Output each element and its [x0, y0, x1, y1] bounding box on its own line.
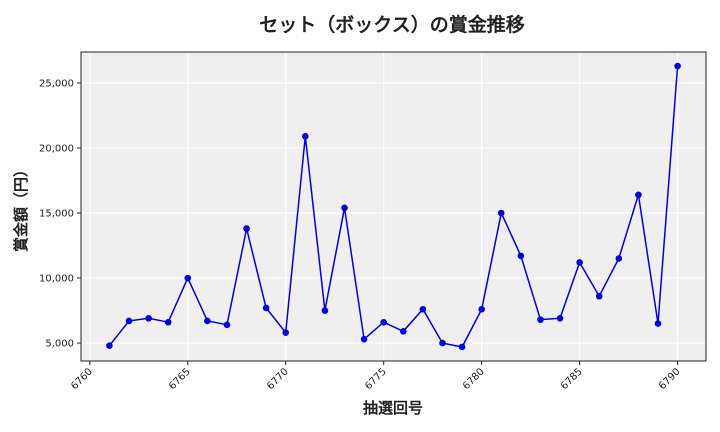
data-point	[478, 305, 485, 313]
x-axis-label: 抽選回号	[363, 399, 423, 417]
data-point	[458, 343, 466, 351]
data-point	[184, 274, 192, 282]
data-point	[106, 342, 113, 349]
data-point	[576, 259, 583, 266]
plot-frame	[80, 51, 707, 362]
y-tick-label: 20,000	[39, 143, 74, 154]
data-point	[164, 318, 172, 326]
data-point	[615, 255, 623, 262]
data-point	[556, 315, 564, 322]
x-tick-label: 6770	[265, 366, 291, 392]
data-point	[145, 315, 152, 322]
x-tick-label: 6765	[167, 366, 193, 392]
y-axis-label: 賞金額（円）	[12, 162, 30, 252]
chart-title: セット（ボックス）の賞金推移	[259, 13, 524, 36]
data-point	[595, 292, 603, 300]
y-tick-label: 5,000	[45, 339, 74, 350]
data-point	[380, 318, 388, 326]
data-point	[262, 304, 270, 312]
data-point	[497, 209, 505, 217]
x-tick-label: 6760	[69, 366, 95, 392]
x-tick-label: 6790	[657, 366, 683, 392]
grid-lines	[81, 52, 706, 361]
x-tick-label: 6775	[363, 366, 389, 392]
data-point	[635, 191, 642, 199]
data-point	[537, 316, 544, 323]
data-point	[321, 307, 329, 314]
y-tick-label: 25,000	[39, 78, 74, 89]
series-polyline	[108, 65, 679, 348]
data-point	[204, 317, 211, 325]
x-tick-label: 6785	[559, 366, 585, 392]
data-point	[399, 328, 407, 335]
data-point	[439, 339, 446, 347]
plot-area	[81, 52, 706, 361]
data-point	[419, 305, 427, 313]
data-point	[302, 132, 309, 140]
data-point	[360, 335, 368, 343]
data-point	[674, 62, 681, 70]
y-tick-label: 10,000	[39, 274, 74, 285]
data-point	[243, 225, 250, 232]
data-point	[341, 204, 348, 212]
series-line	[106, 62, 681, 351]
data-point	[282, 329, 290, 336]
data-point	[654, 320, 662, 327]
x-tick-label: 6780	[461, 366, 487, 392]
data-point	[517, 252, 525, 260]
data-point	[125, 317, 133, 325]
data-point	[223, 321, 231, 329]
y-tick-label: 15,000	[39, 209, 74, 220]
